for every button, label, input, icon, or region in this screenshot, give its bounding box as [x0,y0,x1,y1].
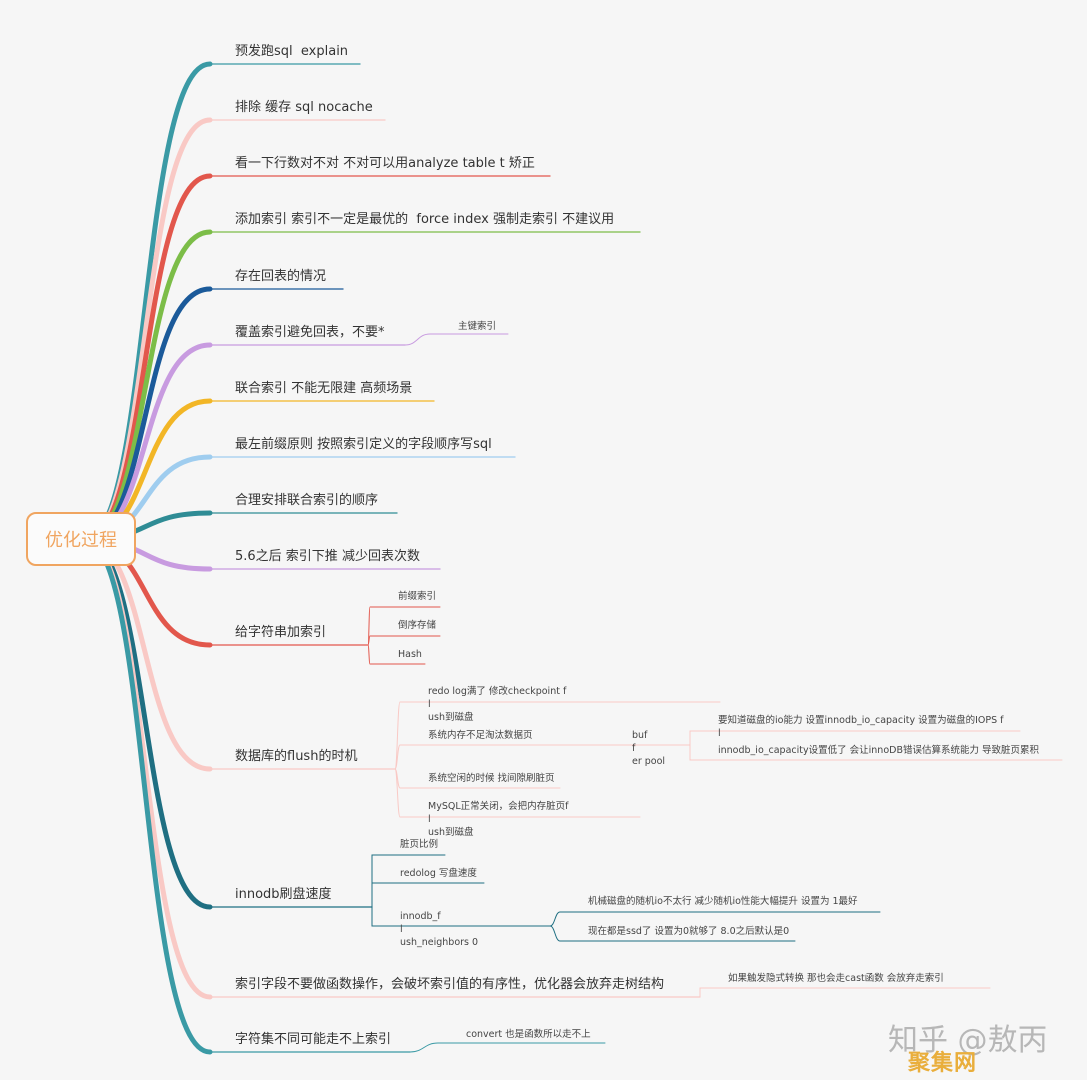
child-node[interactable]: 机械磁盘的随机io不太行 减少随机io性能大幅提升 设置为 1最好 [588,896,858,907]
child-node[interactable]: redolog 写盘速度 [400,868,477,879]
child-connector [367,635,441,646]
branch-node[interactable]: 存在回表的情况 [235,269,327,284]
child-node[interactable]: convert 也是函数所以走不上 [466,1029,591,1040]
child-connector [409,1042,606,1053]
branch-node[interactable]: 覆盖索引避免回表，不要* [235,325,385,340]
branch-node[interactable]: 最左前缀原则 按照索引定义的字段顺序写sql [235,437,492,452]
watermark-logo: 聚集网 [908,1051,978,1076]
child-node[interactable]: 系统空闲的时候 找间隙刷脏页 [428,773,555,784]
branch-node[interactable]: 索引字段不要做函数操作，会破坏索引值的有序性，优化器会放弃走树结构 [235,977,665,992]
child-node[interactable]: 现在都是ssd了 设置为0就够了 8.0之后默认是0 [588,926,790,937]
child-connector [371,854,446,908]
child-node[interactable]: buf f er pool [632,730,666,767]
child-node[interactable]: 脏页比例 [400,839,439,850]
branch-node[interactable]: 数据库的flush的时机 [235,749,358,764]
child-connector [394,744,601,770]
root-node[interactable]: 优化过程 [26,512,136,566]
child-connector [549,911,881,927]
child-connector [367,644,426,665]
branch-node[interactable]: 字符集不同可能走不上索引 [235,1032,392,1047]
child-connector [689,744,1063,761]
branch-node[interactable]: 预发跑sql explain [235,44,349,59]
branch-node[interactable]: 看一下行数对不对 不对可以用analyze table t 矫正 [235,156,535,171]
root-label: 优化过程 [45,530,117,551]
child-connector [549,925,796,942]
child-node[interactable]: Hash [398,649,422,660]
child-connector [404,333,509,346]
child-node[interactable]: innodb_io_capacity设置低了 会让innoDB错误估算系统能力 … [718,745,1039,756]
branch-connector [82,537,213,1000]
branch-node[interactable]: 排除 缓存 sql nocache [235,100,373,115]
child-connector [371,906,551,927]
child-connector [371,882,485,908]
branch-node[interactable]: 添加索引 索引不一定是最优的 force index 强制走索引 不建议用 [235,212,615,227]
child-connector [699,987,991,998]
child-node[interactable]: 系统内存不足淘汰数据页 [428,730,533,741]
child-node[interactable]: MySQL正常关闭，会把内存脏页f l ush到磁盘 [428,801,569,838]
branch-node[interactable]: 给字符串加索引 [235,625,327,640]
child-node[interactable]: redo log满了 修改checkpoint f l ush到磁盘 [428,686,567,723]
watermark: 知乎 @敖丙 [888,1023,1048,1058]
branch-connector [82,537,213,1055]
child-node[interactable]: 要知道磁盘的io能力 设置innodb_io_capacity 设置为磁盘的IO… [718,715,1004,739]
branch-node[interactable]: 联合索引 不能无限建 高频场景 [235,381,413,396]
branch-node[interactable]: 合理安排联合索引的顺序 [235,493,379,508]
child-node[interactable]: innodb_f l ush_neighbors 0 [400,911,479,948]
branch-node[interactable]: 5.6之后 索引下推 减少回表次数 [235,549,420,564]
child-node[interactable]: 主键索引 [458,321,497,332]
branch-connector [82,173,213,543]
child-connector [689,730,1021,746]
child-connector [394,768,641,818]
child-node[interactable]: 前缀索引 [398,591,437,602]
child-node[interactable]: 倒序存储 [398,620,437,631]
branch-node[interactable]: innodb刷盘速度 [235,887,332,902]
child-node[interactable]: 如果触发隐式转换 那也会走cast函数 会放弃走索引 [728,973,944,984]
